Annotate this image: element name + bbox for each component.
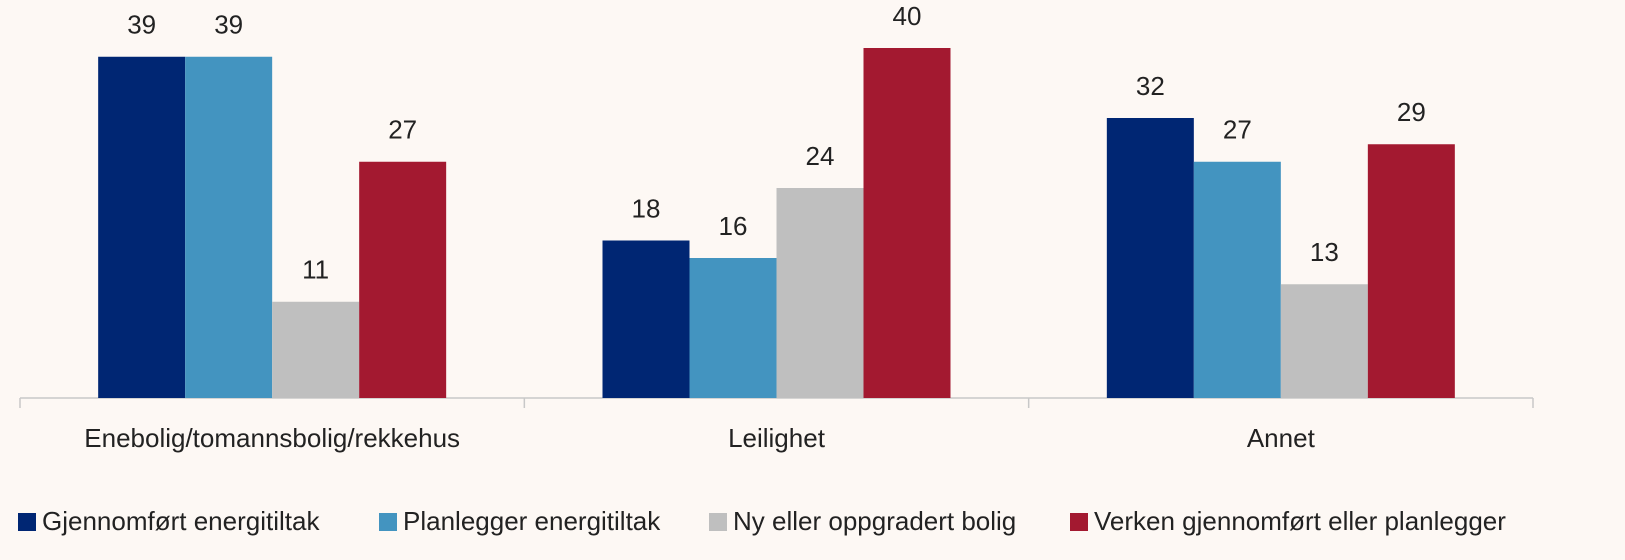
data-label: 16 — [719, 211, 748, 241]
legend-label: Verken gjennomført eller planlegger — [1094, 506, 1506, 536]
legend-swatch — [709, 513, 727, 531]
bar — [1280, 284, 1368, 398]
bar — [98, 56, 186, 398]
bar — [776, 188, 864, 398]
legend-swatch — [18, 513, 36, 531]
data-label: 13 — [1310, 237, 1339, 267]
data-label: 18 — [632, 193, 661, 223]
bar — [602, 240, 690, 398]
data-label: 39 — [127, 10, 156, 40]
data-label: 24 — [806, 141, 835, 171]
legend-swatch — [1070, 513, 1088, 531]
data-label: 29 — [1397, 97, 1426, 127]
x-tick-label: Annet — [1247, 423, 1316, 453]
legend-swatch — [379, 513, 397, 531]
legend-label: Gjennomført energitiltak — [42, 506, 320, 536]
bar — [359, 161, 447, 398]
data-label: 40 — [893, 1, 922, 31]
bar — [1106, 118, 1194, 398]
bar — [272, 301, 360, 398]
x-tick-label: Enebolig/tomannsbolig/rekkehus — [84, 423, 460, 453]
data-label: 11 — [302, 255, 329, 285]
data-label: 27 — [388, 115, 417, 145]
data-label: 32 — [1136, 71, 1165, 101]
bar — [185, 56, 273, 398]
data-label: 27 — [1223, 115, 1252, 145]
bar — [1367, 144, 1455, 398]
legend-label: Ny eller oppgradert bolig — [733, 506, 1016, 536]
bar — [1193, 161, 1281, 398]
legend-label: Planlegger energitiltak — [403, 506, 661, 536]
bar — [863, 48, 951, 398]
data-label: 39 — [214, 10, 243, 40]
x-tick-label: Leilighet — [728, 423, 826, 453]
bar — [689, 258, 777, 398]
